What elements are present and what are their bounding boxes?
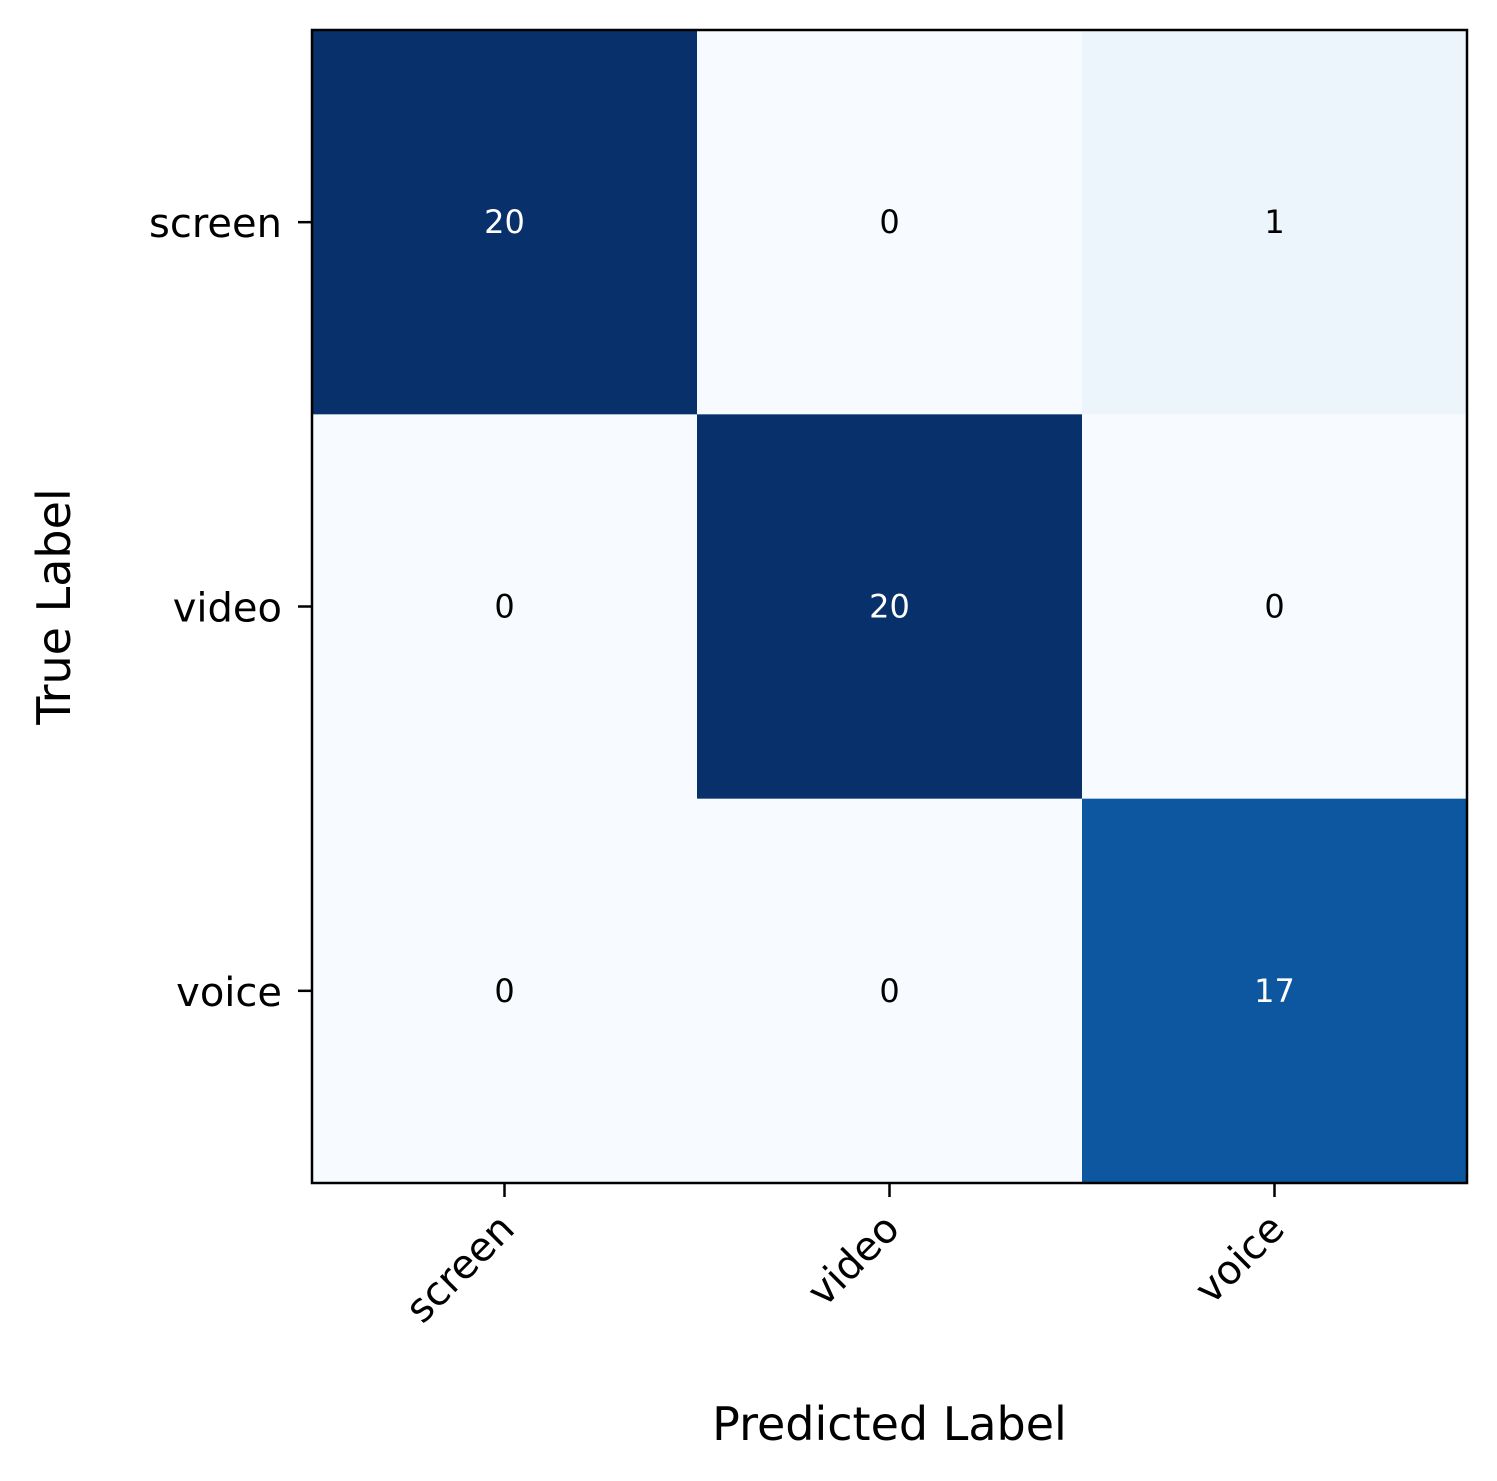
x-tick-label-voice: voice — [1186, 1206, 1293, 1313]
cell-value-screen-screen: 20 — [484, 203, 525, 241]
y-axis-title: True Label — [27, 488, 81, 725]
cell-value-video-voice: 0 — [1264, 588, 1284, 626]
cell-value-voice-voice: 17 — [1254, 972, 1295, 1010]
heatmap-cell-voice-voice — [1082, 798, 1468, 1184]
heatmap-cell-video-video — [697, 414, 1083, 800]
cell-value-screen-video: 0 — [879, 203, 899, 241]
x-tick-label-video: video — [799, 1206, 909, 1316]
y-tick-label-voice: voice — [176, 970, 282, 1016]
heatmap-cell-video-screen — [312, 414, 698, 800]
cell-value-voice-video: 0 — [879, 972, 899, 1010]
cell-value-screen-voice: 1 — [1264, 203, 1284, 241]
cell-value-video-video: 20 — [869, 588, 910, 626]
x-axis-ticks: screen video voice — [397, 1183, 1294, 1332]
cell-value-labels: 20 0 10 20 00 0 17 — [484, 203, 1295, 1010]
x-axis-title: Predicted Label — [712, 1397, 1067, 1451]
heatmap-cell-screen-screen — [312, 30, 698, 415]
x-tick-label-screen: screen — [397, 1206, 524, 1333]
heatmap-cell-screen-video — [697, 30, 1083, 415]
y-axis-ticks: screen video voice — [149, 201, 312, 1016]
cell-value-video-screen: 0 — [494, 588, 514, 626]
heatmap-cells — [312, 30, 1468, 1184]
heatmap-cell-screen-voice — [1082, 30, 1468, 415]
heatmap-cell-voice-video — [697, 798, 1083, 1184]
y-tick-label-screen: screen — [149, 201, 282, 247]
cell-value-voice-screen: 0 — [494, 972, 514, 1010]
heatmap-cell-video-voice — [1082, 414, 1468, 800]
y-tick-label-video: video — [173, 586, 282, 632]
heatmap-cell-voice-screen — [312, 798, 698, 1184]
